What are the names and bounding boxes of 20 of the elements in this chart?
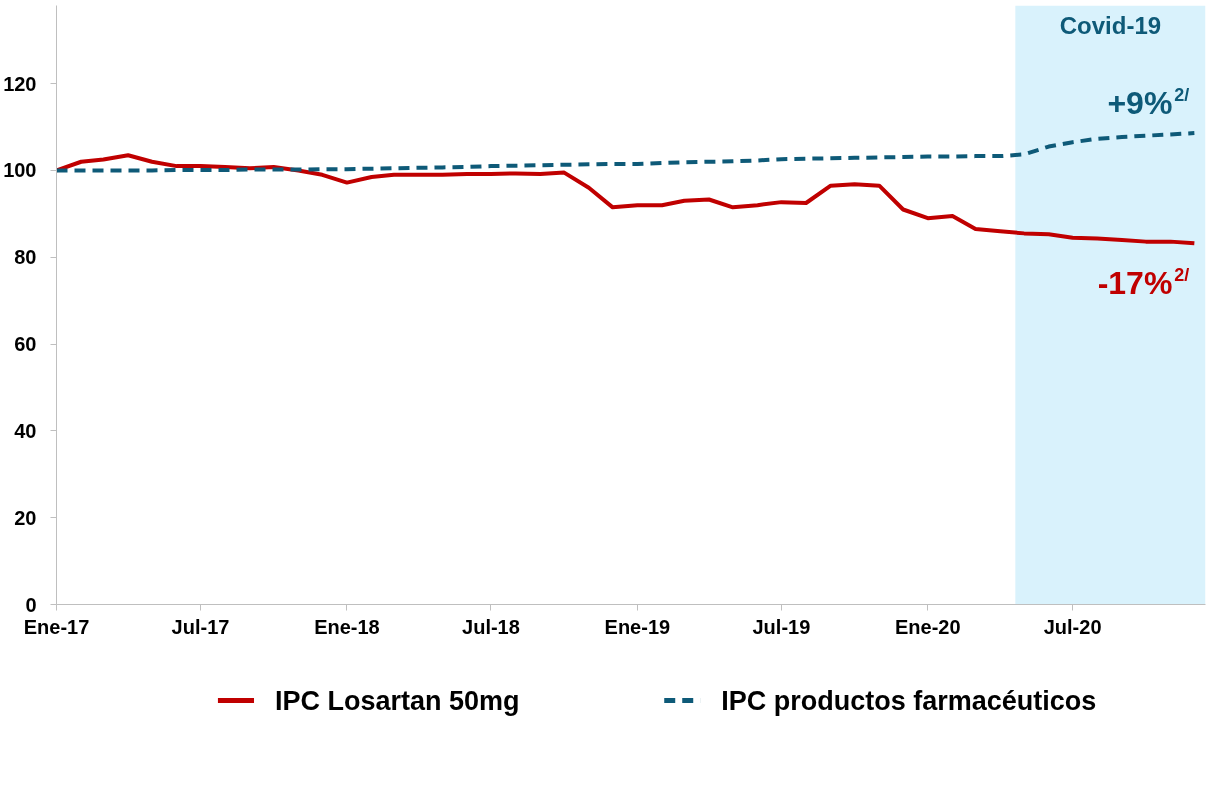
x-tick-label: Ene-18 bbox=[314, 615, 380, 638]
band-label: Covid-19 bbox=[1059, 11, 1162, 39]
y-tick-label: 60 bbox=[14, 333, 37, 356]
y-tick-label: 0 bbox=[25, 593, 37, 616]
x-tick-label: Jul-20 bbox=[1043, 615, 1102, 638]
legend-label: IPC productos farmacéuticos bbox=[721, 685, 1097, 716]
x-tick-label: Jul-19 bbox=[752, 615, 811, 638]
x-tick-label: Jul-17 bbox=[171, 615, 230, 638]
line-series bbox=[56, 131, 1197, 173]
x-tick-label: Ene-20 bbox=[895, 615, 961, 638]
line-series bbox=[56, 153, 1197, 246]
y-tick-label: 80 bbox=[14, 246, 37, 269]
y-tick-label: 40 bbox=[14, 419, 37, 442]
y-tick-label: 20 bbox=[14, 506, 37, 529]
y-tick-label: 120 bbox=[3, 72, 37, 95]
y-tick-label: 100 bbox=[3, 159, 37, 182]
x-tick-label: Ene-19 bbox=[604, 615, 671, 638]
legend-label: IPC Losartan 50mg bbox=[274, 685, 520, 716]
x-tick-label: Ene-17 bbox=[23, 615, 90, 638]
x-tick-label: Jul-18 bbox=[462, 615, 520, 638]
